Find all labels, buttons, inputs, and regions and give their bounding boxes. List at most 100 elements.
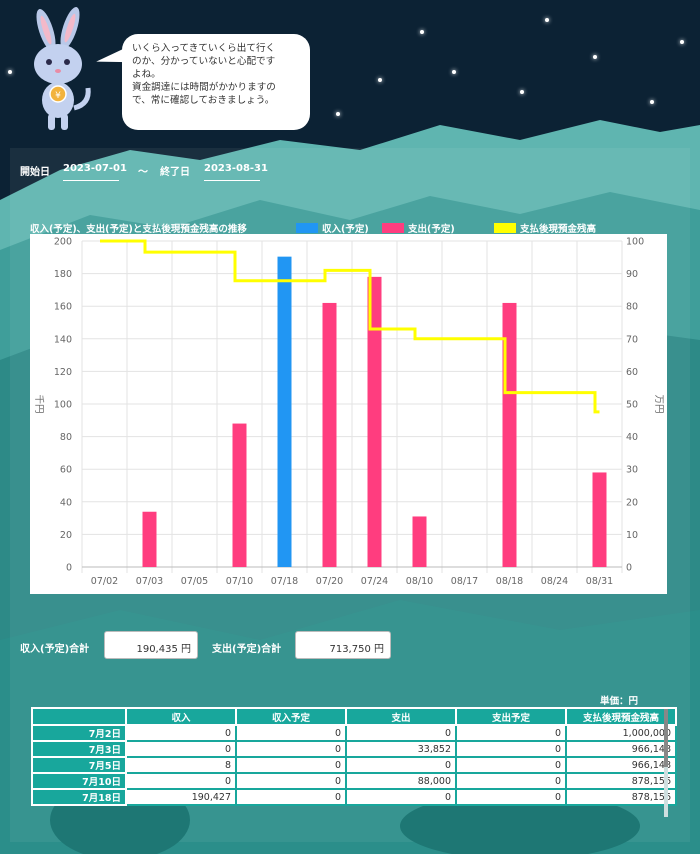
- y-tick-label-right: 0: [626, 563, 632, 574]
- table-row: 7月2日 0 0 0 0 1,000,000: [31, 724, 677, 742]
- x-tick-label: 07/18: [271, 576, 298, 587]
- start-date-label: 開始日: [20, 167, 50, 178]
- legend-item-balance[interactable]: 支払後現預金残高: [494, 221, 596, 235]
- y-tick-label-left: 140: [54, 334, 72, 345]
- bar-expense: [412, 516, 427, 567]
- y-tick-label-left: 20: [60, 530, 72, 541]
- cashflow-table: 収入 収入予定 支出 支出予定 支払後現預金残高 7月2日 0 0 0 0 1,…: [31, 707, 677, 806]
- table-cell: 0: [345, 788, 457, 806]
- y-tick-label-right: 90: [626, 269, 638, 280]
- table-header-cell: [31, 707, 127, 726]
- table-cell: 0: [235, 756, 347, 774]
- table-row-date: 7月18日: [31, 788, 127, 806]
- table-cell: 0: [455, 772, 567, 790]
- speech-line: 資金調達には時間がかかりますの: [132, 82, 276, 93]
- rabbit-mascot-icon: ¥: [34, 6, 91, 130]
- legend-item-expense[interactable]: 支出(予定): [382, 221, 455, 235]
- table-header-cell: 収入: [125, 707, 237, 726]
- star-icon: [452, 70, 456, 74]
- y-tick-label-right: 60: [626, 367, 638, 378]
- legend-label-expense: 支出(予定): [408, 224, 455, 235]
- table-cell: 0: [235, 772, 347, 790]
- y-tick-label-left: 60: [60, 465, 72, 476]
- table-cell: 0: [345, 724, 457, 742]
- y-tick-label-right: 80: [626, 302, 638, 313]
- y-tick-label-right: 40: [626, 432, 638, 443]
- x-tick-label: 07/20: [316, 576, 343, 587]
- table-scrollbar-thumb[interactable]: [664, 709, 668, 767]
- chart-panel: 0 20 40 60 80 100 120 140 160 180 200 0 10 20 30 40 50 60…: [30, 234, 667, 594]
- y-tick-label-left: 120: [54, 367, 72, 378]
- x-tick-label: 08/31: [586, 576, 613, 587]
- table-cell: 0: [345, 756, 457, 774]
- table-cell: 966,148: [565, 756, 677, 774]
- table-row: 7月5日 8 0 0 0 966,148: [31, 756, 677, 774]
- legend-item-income[interactable]: 収入(予定): [296, 221, 369, 235]
- y-tick-label-right: 70: [626, 334, 638, 345]
- end-date-input[interactable]: 2023-08-31: [204, 163, 268, 181]
- bar-expense: [322, 302, 337, 567]
- table-cell: 8: [125, 756, 237, 774]
- cashflow-chart: 0 20 40 60 80 100 120 140 160 180 200 0 10 20 30 40 50 60…: [33, 237, 664, 588]
- x-tick-label: 07/24: [361, 576, 388, 587]
- y-tick-label-right: 30: [626, 465, 638, 476]
- star-icon: [378, 78, 382, 82]
- table-cell: 878,156: [565, 772, 677, 790]
- star-icon: [545, 18, 549, 22]
- y-tick-label-left: 40: [60, 497, 72, 508]
- unit-label: 単価：円: [600, 696, 639, 707]
- table-cell: 0: [125, 724, 237, 742]
- y-axis-title-right: 万円: [653, 394, 664, 413]
- chart-axes: 0 20 40 60 80 100 120 140 160 180 200 0 10 20 30 40 50 60…: [33, 237, 664, 588]
- star-icon: [593, 55, 597, 59]
- y-tick-label-left: 160: [54, 302, 72, 313]
- speech-bubble: いくら入ってきていくら出て行く のか、分かっていないと心配です よね。 資金調達…: [122, 34, 310, 130]
- x-tick-label: 07/05: [181, 576, 208, 587]
- y-tick-label-left: 200: [54, 237, 72, 248]
- chart-bars: [142, 256, 607, 567]
- table-row: 7月3日 0 0 33,852 0 966,148: [31, 740, 677, 758]
- y-tick-label-right: 100: [626, 237, 644, 248]
- end-date-label: 終了日: [160, 167, 190, 178]
- x-tick-label: 07/10: [226, 576, 253, 587]
- table-row-date: 7月2日: [31, 724, 127, 742]
- legend-label-income: 収入(予定): [322, 224, 369, 235]
- x-tick-label: 07/02: [91, 576, 118, 587]
- balance-step-line: [100, 239, 600, 414]
- table-row: 7月10日 0 0 88,000 0 878,156: [31, 772, 677, 790]
- speech-line: いくら入ってきていくら出て行く: [132, 43, 276, 54]
- svg-text:¥: ¥: [55, 91, 61, 101]
- table-cell: 0: [455, 756, 567, 774]
- chart-grid: [81, 240, 623, 573]
- chart-balance-line: [100, 239, 600, 414]
- income-total-label: 収入(予定)合計: [20, 644, 90, 655]
- x-tick-label: 08/17: [451, 576, 478, 587]
- chart-legend: 収入(予定)、支出(予定)と支払後現預金残高の推移 収入(予定) 支出(予定) …: [30, 221, 670, 235]
- table-cell: 0: [125, 772, 237, 790]
- expense-total-label: 支出(予定)合計: [212, 644, 282, 655]
- y-axis-title-left: 千円: [33, 394, 44, 413]
- table-row-date: 7月10日: [31, 772, 127, 790]
- table-cell: 1,000,000: [565, 724, 677, 742]
- legend-swatch-expense: [382, 223, 404, 233]
- table-cell: 0: [455, 740, 567, 758]
- bar-expense: [232, 423, 247, 567]
- star-icon: [336, 112, 340, 116]
- star-icon: [650, 100, 654, 104]
- bar-expense: [592, 472, 607, 567]
- y-tick-label-right: 20: [626, 497, 638, 508]
- speech-line: のか、分かっていないと心配です: [132, 56, 276, 67]
- star-icon: [680, 40, 684, 44]
- bar-expense: [367, 276, 382, 567]
- table-cell: 0: [235, 740, 347, 758]
- legend-label-balance: 支払後現預金残高: [520, 224, 597, 235]
- table-header-cell: 支出: [345, 707, 457, 726]
- star-icon: [520, 90, 524, 94]
- table-cell: 0: [235, 724, 347, 742]
- table-cell: 33,852: [345, 740, 457, 758]
- start-date-input[interactable]: 2023-07-01: [63, 163, 127, 181]
- legend-swatch-balance: [494, 223, 516, 233]
- y-tick-label-left: 80: [60, 432, 72, 443]
- table-header-cell: 収入予定: [235, 707, 347, 726]
- bar-income: [277, 256, 292, 567]
